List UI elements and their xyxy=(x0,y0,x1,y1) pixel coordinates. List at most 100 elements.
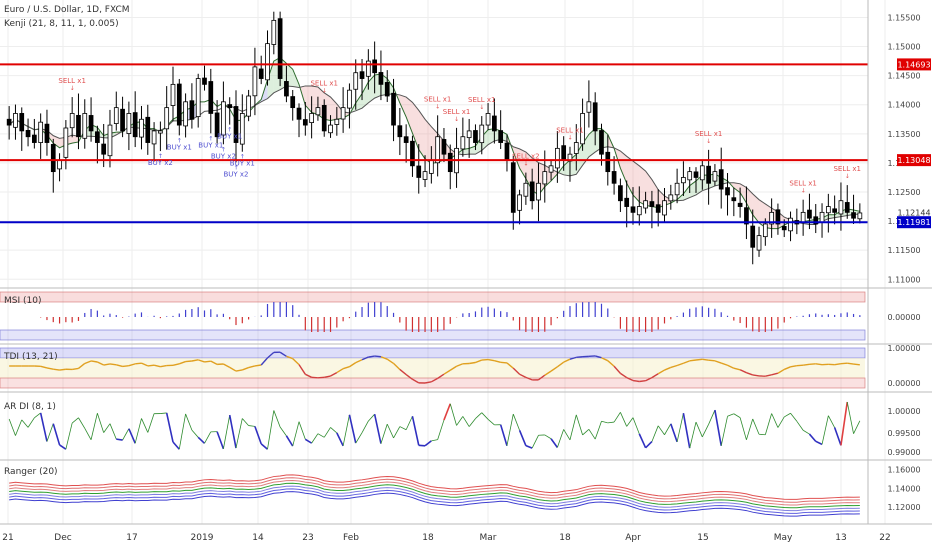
candle-body xyxy=(618,186,622,201)
ardi-line-segment xyxy=(639,434,645,448)
sell-signal-arrow: ↓ xyxy=(70,85,75,92)
x-tick-label: May xyxy=(774,533,793,543)
candle-body xyxy=(732,198,736,201)
tdi-line-segment xyxy=(854,364,860,365)
ardi-line-segment xyxy=(236,418,242,448)
ardi-line-segment xyxy=(696,422,702,437)
candle-body xyxy=(681,177,685,182)
ardi-line-segment xyxy=(349,415,355,443)
ardi-line-segment xyxy=(41,413,47,442)
ardi-line-segment xyxy=(488,419,494,425)
candle-body xyxy=(410,141,414,166)
tdi-line-segment xyxy=(841,363,847,364)
candle-body xyxy=(839,201,843,214)
x-tick-label: 18 xyxy=(422,533,434,543)
candle-body xyxy=(574,143,578,154)
x-tick-label: 23 xyxy=(302,533,313,543)
x-tick-label: 13 xyxy=(835,533,846,543)
candle-body xyxy=(108,125,112,156)
candle-body xyxy=(518,195,522,210)
ranger-panel[interactable] xyxy=(9,475,860,516)
ardi-panel[interactable] xyxy=(9,402,860,449)
tdi-panel[interactable] xyxy=(0,348,865,388)
ardi-line-segment xyxy=(280,427,286,436)
tdi-line-segment xyxy=(576,357,582,358)
ardi-line-segment xyxy=(677,413,683,442)
candle-body xyxy=(322,105,326,130)
ardi-line-segment xyxy=(822,416,828,445)
level-price-label: 1.13048 xyxy=(897,156,930,165)
ardi-line-segment xyxy=(135,418,141,443)
ardi-line-segment xyxy=(715,410,721,446)
msi-panel[interactable] xyxy=(0,292,865,340)
ardi-line-segment xyxy=(753,419,759,434)
ardi-line-segment xyxy=(47,424,53,442)
ardi-line-segment xyxy=(633,418,639,434)
candle-body xyxy=(354,73,358,90)
candle-body xyxy=(789,218,793,231)
ardi-line-segment xyxy=(400,427,406,430)
tdi-line-segment xyxy=(803,364,809,365)
x-tick-label: Dec xyxy=(54,533,71,543)
ardi-line-segment xyxy=(381,424,387,443)
sell-signal-label: SELL x1 xyxy=(789,180,817,188)
ardi-line-segment xyxy=(475,413,481,419)
ardi-line-segment xyxy=(261,444,267,449)
candle-body xyxy=(45,124,49,142)
price-panel[interactable]: SELL x1↓SELL x1↓SELL x1↓SELL x1↓SELL x1↓… xyxy=(0,12,868,265)
ardi-line-segment xyxy=(412,416,418,445)
candle-body xyxy=(663,201,667,215)
ardi-panel-title: AR DI (8, 1) xyxy=(4,402,56,412)
ardi-line-segment xyxy=(356,433,362,443)
ardi-line-segment xyxy=(286,436,292,446)
buy-signal-label: BUY x1 xyxy=(198,141,223,149)
candle-body xyxy=(656,205,660,213)
ardi-line-segment xyxy=(690,422,696,448)
ardi-line-segment xyxy=(765,414,771,435)
price-tick-label: 1.13500 xyxy=(887,130,920,139)
ardi-line-segment xyxy=(9,419,15,436)
ardi-line-segment xyxy=(331,427,337,432)
buy-signal-label: BUY x2 xyxy=(223,170,248,178)
ardi-line-segment xyxy=(387,424,393,438)
candle-body xyxy=(127,113,131,133)
candle-body xyxy=(64,128,68,157)
candle-body xyxy=(379,72,383,84)
candle-body xyxy=(310,113,314,122)
price-tick-label: 1.11500 xyxy=(887,246,920,255)
sell-signal-label: SELL x1 xyxy=(424,95,452,103)
candle-body xyxy=(763,224,767,237)
cloud-segment xyxy=(734,183,740,193)
candle-body xyxy=(461,137,465,149)
ardi-line-segment xyxy=(772,414,778,428)
candle-body xyxy=(303,120,307,126)
candle-body xyxy=(820,212,824,222)
tdi-tick-label: 0.00000 xyxy=(887,379,920,388)
ardi-line-segment xyxy=(469,419,475,427)
ardi-line-segment xyxy=(828,416,834,428)
tdi-line-segment xyxy=(53,369,59,370)
sell-signal-arrow: ↓ xyxy=(454,116,459,123)
candle-body xyxy=(392,93,396,125)
candle-body xyxy=(95,132,99,143)
ardi-line-segment xyxy=(809,434,815,441)
ardi-line-segment xyxy=(444,404,450,420)
sell-signal-arrow: ↓ xyxy=(706,138,711,145)
ardi-line-segment xyxy=(53,424,59,445)
sell-signal-label: SELL x1 xyxy=(443,108,471,116)
ardi-line-segment xyxy=(192,430,198,437)
tdi-line-segment xyxy=(312,377,318,378)
ardi-line-segment xyxy=(721,416,727,446)
tdi-line-segment xyxy=(204,361,210,362)
sell-signal-arrow: ↓ xyxy=(845,173,850,180)
candle-body xyxy=(398,126,402,137)
ardi-line-segment xyxy=(463,416,469,426)
ardi-line-segment xyxy=(160,413,166,414)
x-tick-label: 2019 xyxy=(191,533,214,543)
ardi-line-segment xyxy=(268,410,274,449)
ardi-line-segment xyxy=(78,418,84,429)
price-tick-label: 1.11000 xyxy=(887,275,920,284)
ardi-line-segment xyxy=(110,424,116,439)
